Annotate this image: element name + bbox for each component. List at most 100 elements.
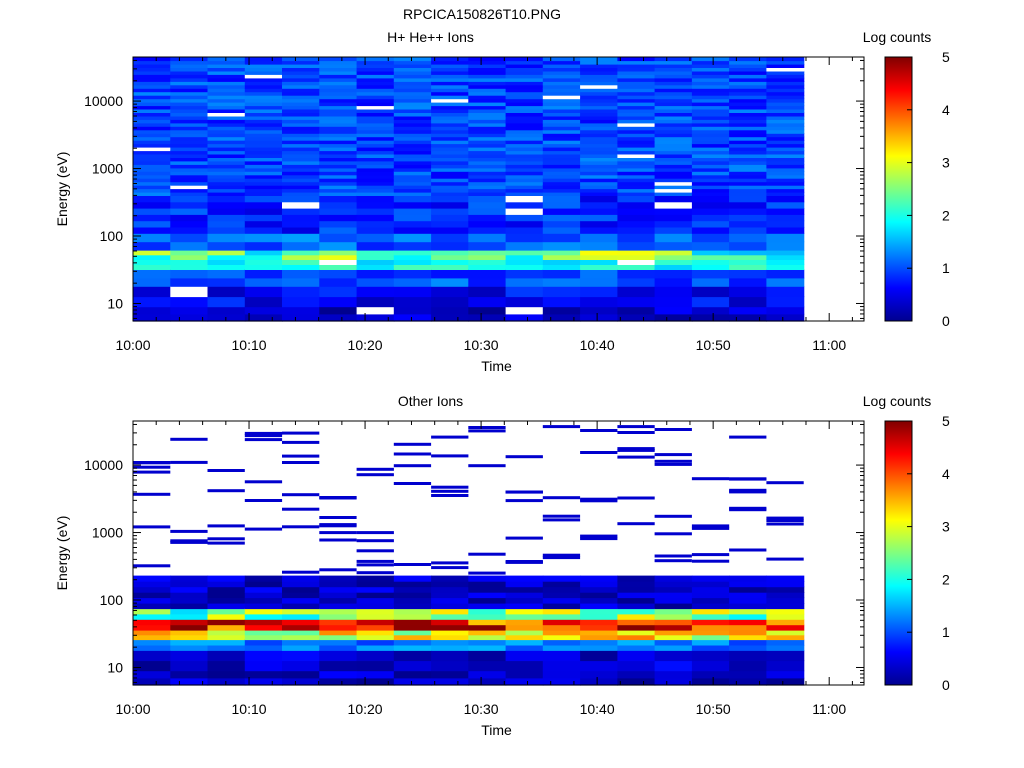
- heatmap-cell: [244, 84, 283, 89]
- heatmap-cell: [207, 226, 246, 234]
- heatmap-cell: [282, 195, 320, 203]
- heatmap-cell: [580, 191, 618, 196]
- heatmap-cell: [393, 95, 432, 100]
- heatmap-cell: [766, 57, 805, 62]
- heatmap-cell: [282, 250, 320, 256]
- heatmap-cell: [542, 98, 581, 103]
- heatmap-cell: [244, 191, 283, 196]
- heatmap-cell: [468, 296, 507, 308]
- heatmap-cell: [393, 115, 432, 120]
- heatmap-cell: [356, 306, 395, 315]
- heatmap-cell: [468, 157, 507, 162]
- heatmap-cell: [431, 60, 469, 65]
- heatmap-cell: [393, 98, 432, 103]
- heatmap-cell: [542, 102, 581, 107]
- heatmap-cell: [766, 108, 805, 113]
- heatmap-cell: [431, 670, 469, 679]
- heatmap-cell: [207, 670, 246, 679]
- heatmap-cell: [468, 122, 507, 127]
- heatmap-cell: [580, 115, 618, 120]
- heatmap-cell: [580, 259, 618, 265]
- heatmap-cell: [766, 670, 805, 679]
- heatmap-cell: [244, 254, 283, 260]
- heatmap-cell: [505, 178, 544, 183]
- colorbar-tick-label: 3: [942, 519, 950, 535]
- heatmap-cell: [617, 74, 656, 79]
- heatmap-cell: [133, 470, 171, 474]
- heatmap-cell: [505, 499, 543, 503]
- heatmap-cell: [319, 191, 358, 196]
- heatmap-cell: [766, 191, 805, 196]
- heatmap-cell: [319, 67, 358, 72]
- heatmap-cell: [766, 629, 805, 636]
- heatmap-cell: [319, 306, 358, 315]
- heatmap-cell: [580, 160, 618, 165]
- heatmap-cell: [319, 516, 357, 519]
- heatmap-cell: [170, 575, 209, 582]
- heatmap-cell: [170, 60, 209, 65]
- heatmap-cell: [356, 129, 395, 134]
- heatmap-cell: [133, 634, 171, 641]
- heatmap-cell: [319, 185, 358, 190]
- heatmap-cell: [319, 150, 358, 155]
- heatmap-cell: [580, 214, 618, 222]
- heatmap-cell: [170, 150, 209, 155]
- heatmap-cell: [505, 147, 544, 152]
- heatmap-cell: [617, 126, 656, 131]
- x-tick-label: 11:00: [812, 337, 846, 353]
- heatmap-cell: [580, 313, 618, 322]
- heatmap-cell: [356, 160, 395, 165]
- heatmap-cell: [766, 122, 805, 127]
- heatmap-cell: [356, 660, 395, 672]
- heatmap-cell: [133, 74, 171, 79]
- heatmap-cell: [542, 143, 581, 148]
- heatmap-cell: [282, 140, 320, 145]
- heatmap-cell: [580, 575, 618, 582]
- heatmap-cell: [505, 88, 544, 93]
- heatmap-cell: [170, 286, 209, 298]
- heatmap-cell: [617, 269, 656, 279]
- heatmap-cell: [617, 84, 656, 89]
- heatmap-cell: [542, 57, 581, 62]
- heatmap-cell: [282, 129, 320, 134]
- heatmap-cell: [468, 608, 507, 615]
- heatmap-cell: [319, 613, 358, 620]
- heatmap-cell: [654, 181, 693, 186]
- heatmap-cell: [356, 91, 395, 96]
- heatmap-cell: [356, 98, 395, 103]
- heatmap-cell: [654, 264, 693, 270]
- heatmap-cell: [654, 277, 693, 287]
- heatmap-cell: [207, 524, 245, 528]
- heatmap-cell: [170, 112, 209, 117]
- heatmap-cell: [729, 296, 767, 308]
- heatmap-cell: [654, 84, 693, 89]
- heatmap-cell: [468, 171, 507, 176]
- heatmap-cell: [766, 644, 805, 651]
- heatmap-cell: [133, 313, 171, 322]
- heatmap-cell: [654, 108, 693, 113]
- heatmap-cell: [207, 143, 246, 148]
- heatmap-cell: [654, 188, 693, 193]
- heatmap-cell: [356, 254, 395, 260]
- heatmap-cell: [170, 98, 209, 103]
- heatmap-cell: [691, 264, 730, 270]
- heatmap-cell: [207, 67, 246, 72]
- heatmap-cell: [691, 313, 730, 322]
- heatmap-cell: [207, 469, 245, 472]
- x-axis-label: Time: [481, 722, 512, 738]
- heatmap-cell: [431, 143, 469, 148]
- heatmap-cell: [542, 115, 581, 120]
- heatmap-cell: [542, 306, 581, 315]
- heatmap-cell: [356, 563, 394, 567]
- heatmap-cell: [766, 70, 805, 75]
- heatmap-cell: [542, 313, 581, 322]
- heatmap-cell: [133, 269, 171, 279]
- heatmap-cell: [133, 88, 171, 93]
- heatmap-cell: [468, 259, 507, 265]
- heatmap-cell: [170, 57, 209, 62]
- heatmap-cell: [207, 91, 246, 96]
- heatmap-cell: [282, 603, 320, 610]
- heatmap-cell: [207, 171, 246, 176]
- heatmap-cell: [133, 60, 171, 65]
